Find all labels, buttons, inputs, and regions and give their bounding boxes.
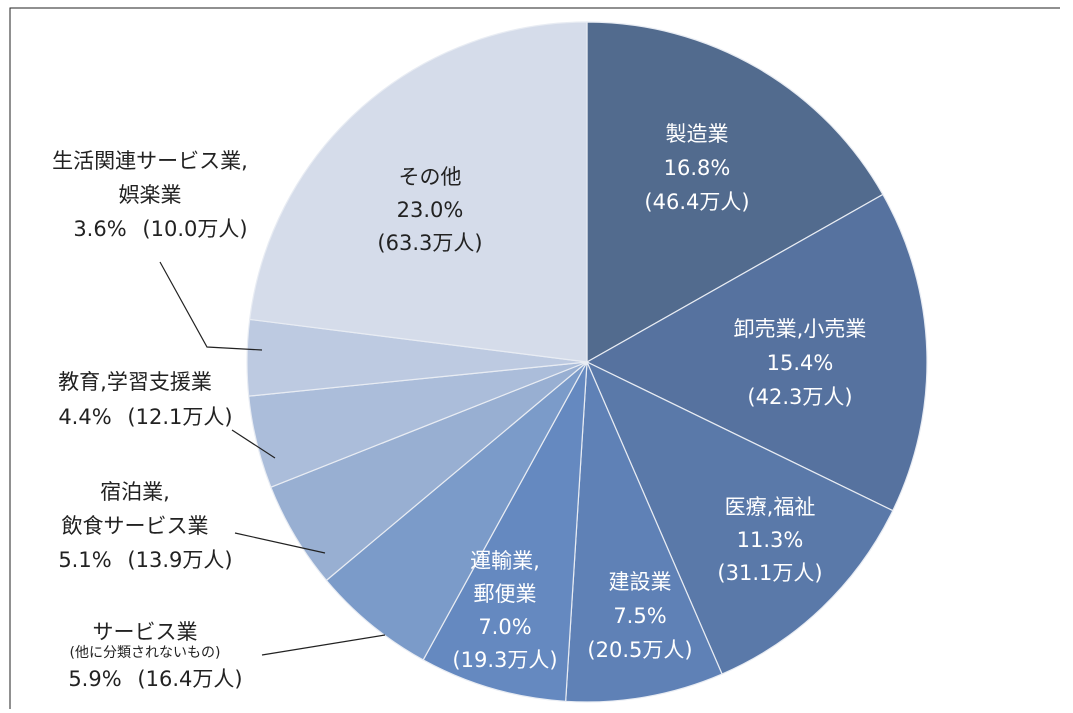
pie-slice bbox=[249, 21, 588, 363]
count-label: (31.1万人) bbox=[717, 561, 822, 585]
label-line: 医療,福祉 bbox=[725, 495, 816, 519]
label-line: 卸売業,小売業 bbox=[734, 317, 867, 341]
leader-line bbox=[159, 261, 263, 351]
leader-line bbox=[231, 429, 276, 459]
label-line: 建設業 bbox=[609, 570, 672, 594]
value-label: 4.4% bbox=[58, 405, 111, 429]
pie-slice bbox=[422, 361, 588, 702]
pie-slice bbox=[586, 21, 884, 364]
frame bbox=[9, 7, 1060, 709]
label-line: (他に分類されないもの) bbox=[70, 645, 221, 661]
label-line: 製造業 bbox=[666, 122, 729, 146]
label-line: 飲食サービス業 bbox=[62, 514, 209, 538]
label-line: 娯楽業 bbox=[119, 183, 182, 207]
slice-label: 卸売業,小売業 bbox=[734, 317, 867, 341]
count-label: (42.3万人) bbox=[747, 385, 852, 409]
slice-label: 建設業 bbox=[609, 570, 672, 594]
slice-label: 医療,福祉 bbox=[725, 495, 816, 519]
label-line: その他 bbox=[399, 165, 462, 189]
label-line: 生活関連サービス業, bbox=[52, 149, 248, 173]
value-label: 7.0% bbox=[478, 615, 531, 639]
count-label: (20.5万人) bbox=[587, 638, 692, 662]
pie-slice bbox=[585, 193, 928, 512]
value-label: 5.9% bbox=[68, 667, 121, 691]
label-line: 運輸業, bbox=[470, 549, 540, 573]
value-label: 23.0% bbox=[397, 198, 464, 222]
value-label: 7.5% bbox=[613, 604, 666, 628]
label-line: 郵便業 bbox=[474, 582, 537, 606]
count-label: (13.9万人) bbox=[127, 548, 232, 572]
slice-label: 教育,学習支援業 bbox=[58, 370, 212, 394]
leader-line bbox=[234, 532, 326, 554]
count-label: (10.0万人) bbox=[142, 217, 247, 241]
pie-slice bbox=[585, 360, 894, 675]
count-label: (12.1万人) bbox=[127, 405, 232, 429]
value-label: 11.3% bbox=[737, 528, 804, 552]
slice-label: その他 bbox=[399, 165, 462, 189]
count-label: (19.3万人) bbox=[452, 648, 557, 672]
value-label: 3.6% bbox=[73, 217, 126, 241]
label-line: 教育,学習支援業 bbox=[58, 370, 212, 394]
slice-label: サービス業(他に分類されないもの) bbox=[70, 620, 221, 661]
value-label: 5.1% bbox=[58, 548, 111, 572]
pie-slice bbox=[325, 361, 588, 661]
slice-label: 生活関連サービス業, 娯楽業 bbox=[52, 149, 248, 207]
count-label: (46.4万人) bbox=[644, 190, 749, 214]
slice-label: 製造業 bbox=[666, 122, 729, 146]
pie-slice bbox=[565, 361, 723, 703]
label-line: 宿泊業, bbox=[100, 480, 170, 504]
count-label: (63.3万人) bbox=[377, 231, 482, 255]
value-label: 16.8% bbox=[664, 156, 731, 180]
label-line: サービス業 bbox=[93, 620, 198, 644]
value-label: 15.4% bbox=[767, 351, 834, 375]
slice-label: 宿泊業, 飲食サービス業 bbox=[62, 480, 209, 538]
slice-label: 運輸業, 郵便業 bbox=[470, 549, 540, 606]
count-label: (16.4万人) bbox=[137, 667, 242, 691]
leader-line bbox=[261, 634, 386, 656]
